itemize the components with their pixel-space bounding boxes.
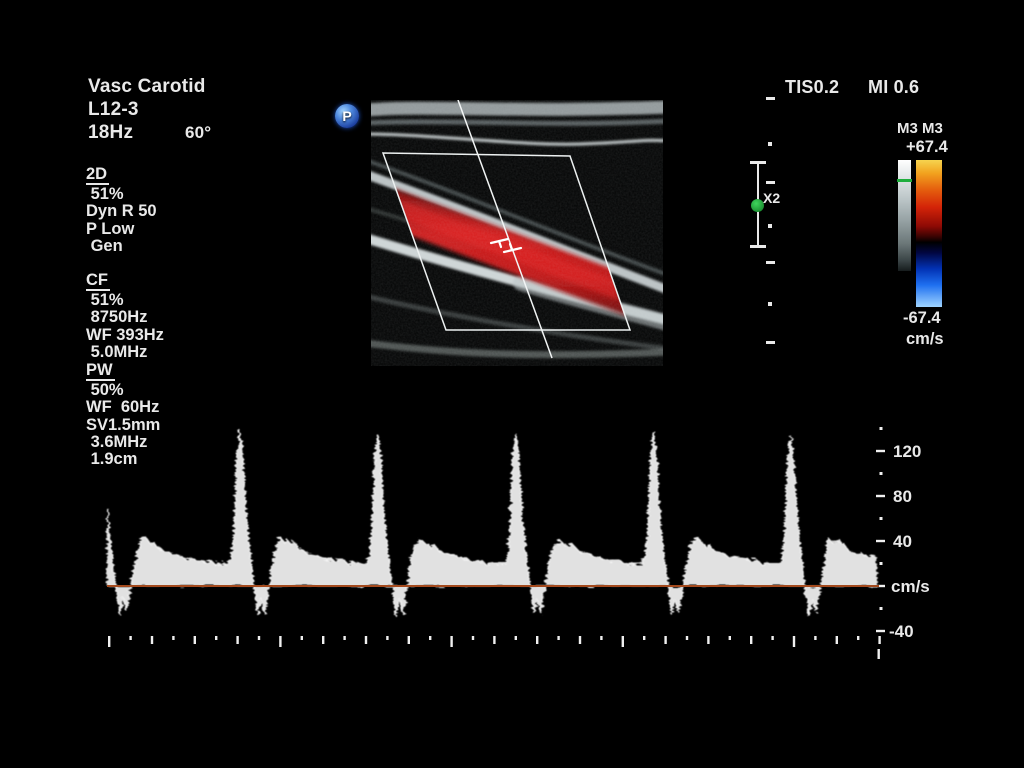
exam-preset-label: Vasc Carotid <box>88 76 206 97</box>
depth-ruler-dot <box>768 142 772 146</box>
param-section-2d: 2D 51% Dyn R 50 P Low Gen <box>86 165 164 255</box>
velocity-scale-min: -67.4 <box>903 309 941 327</box>
param-value: 51% <box>86 291 124 310</box>
spectral-baseline <box>107 585 879 588</box>
param-value: 5.0MHz <box>86 342 148 361</box>
param-section-header: CF <box>86 271 110 292</box>
doppler-angle-label: 60° <box>185 123 212 142</box>
physio-icon-letter: P <box>342 108 352 124</box>
param-section-header: 2D <box>86 165 110 186</box>
zoom-bracket-bottom <box>750 245 766 248</box>
bmode-image <box>371 100 663 366</box>
zoom-factor-label: X2 <box>763 190 781 206</box>
gray-map-label: M3 <box>897 120 918 137</box>
color-map-label: M3 <box>922 120 943 137</box>
param-section-cf: CF 51% 8750Hz WF 393Hz 5.0MHz <box>86 271 164 361</box>
tis-index-label: TIS0.2 <box>785 77 840 97</box>
spectral-waveform <box>106 430 878 618</box>
param-section-pw: PW 50% WF 60Hz SV1.5mm 3.6MHz 1.9cm <box>86 361 164 469</box>
param-section-header: PW <box>86 361 115 382</box>
spectral-axis-ticks <box>108 427 885 659</box>
param-value: 3.6MHz <box>86 432 148 451</box>
velocity-axis-label: 80 <box>893 487 912 506</box>
sample-volume-gate <box>489 237 523 254</box>
velocity-scale-unit: cm/s <box>906 330 944 348</box>
velocity-scale-max: +67.4 <box>906 138 948 156</box>
param-value: 8750Hz <box>86 308 148 327</box>
gray-map-bar <box>898 160 911 271</box>
depth-ruler-dash <box>766 261 775 264</box>
zoom-bracket-top <box>750 161 766 164</box>
velocity-axis-label: 40 <box>893 532 912 551</box>
param-value: 50% <box>86 381 124 400</box>
param-value: P Low <box>86 219 135 238</box>
depth-ruler-dash <box>766 97 775 100</box>
focal-zone-marker <box>751 199 764 212</box>
color-map-bar <box>916 160 942 307</box>
param-value: SV1.5mm <box>86 415 161 434</box>
color-box-outline <box>381 152 632 331</box>
depth-ruler-dash <box>766 181 775 184</box>
depth-ruler-dot <box>768 302 772 306</box>
velocity-axis-label: -40 <box>889 622 914 641</box>
param-value: Gen <box>86 236 123 255</box>
mi-index-label: MI 0.6 <box>868 77 920 97</box>
velocity-axis-label: cm/s <box>891 577 930 596</box>
physio-icon: P <box>335 104 359 128</box>
param-value: Dyn R 50 <box>86 202 157 221</box>
gray-map-marker <box>897 179 912 182</box>
transducer-label: L12-3 <box>88 99 139 120</box>
depth-ruler-dot <box>768 224 772 228</box>
acquisition-parameters-panel: 2D 51% Dyn R 50 P Low Gen CF 51% 8750Hz WF 3… <box>86 165 164 469</box>
param-value: WF 60Hz <box>86 398 160 417</box>
velocity-axis-label: 120 <box>893 442 922 461</box>
map-labels: M3 M3 <box>897 120 943 137</box>
depth-ruler-dash <box>766 341 775 344</box>
frame-rate-label: 18Hz <box>88 122 134 143</box>
doppler-beam-line <box>457 100 553 359</box>
bmode-tissue <box>371 100 663 366</box>
param-value: WF 393Hz <box>86 325 164 344</box>
param-value: 51% <box>86 185 124 204</box>
param-value: 1.9cm <box>86 450 138 469</box>
